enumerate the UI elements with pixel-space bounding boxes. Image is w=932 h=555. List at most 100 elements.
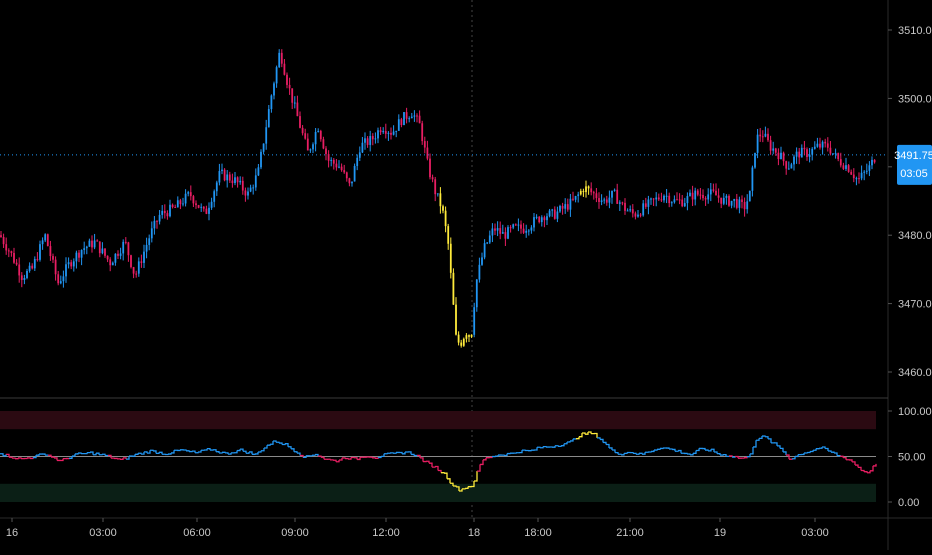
oscillator-segment [432, 467, 435, 468]
candle-body [468, 335, 470, 337]
candle-body [161, 211, 163, 215]
candle-body [661, 199, 663, 200]
candle-body [390, 133, 392, 135]
candle-body [403, 112, 405, 125]
oscillator-segment [15, 458, 18, 459]
candle-body [653, 199, 655, 200]
candle-body [367, 138, 369, 145]
oscillator-segment [384, 453, 387, 454]
candle-body [395, 131, 397, 132]
candle-body [861, 173, 863, 179]
candle-body [172, 205, 174, 207]
candle-body [692, 193, 694, 200]
candle-body [180, 200, 182, 204]
oscillator-segment [99, 454, 102, 455]
candle-body [822, 142, 824, 148]
candle-body [8, 250, 10, 251]
candle-body [809, 155, 811, 157]
candle-body [375, 138, 377, 139]
candle-body [476, 280, 478, 308]
candle-body [26, 271, 28, 278]
candle-body [471, 335, 473, 337]
candle-body [442, 206, 444, 210]
candle-body [0, 235, 2, 237]
candle-body [250, 188, 252, 192]
time-tick-label: 06:00 [183, 527, 211, 539]
candle-body [323, 139, 325, 148]
price-tick-label: 3510.00 [898, 25, 932, 37]
candle-body [536, 217, 538, 218]
candle-body [554, 210, 556, 219]
candle-body [258, 167, 260, 175]
candle-body [538, 217, 540, 222]
candle-body [328, 154, 330, 161]
candle-body [50, 246, 52, 256]
candle-body [128, 242, 130, 255]
candle-body [190, 192, 192, 196]
candle-body [78, 253, 80, 258]
candle-body [739, 199, 741, 207]
candle-body [715, 191, 717, 196]
candle-body [494, 228, 496, 230]
candle-body [245, 190, 247, 195]
candle-body [814, 147, 816, 149]
candle-body [830, 148, 832, 154]
candle-body [135, 274, 137, 275]
candle-body [754, 153, 756, 168]
candle-body [762, 136, 764, 137]
candle-body [775, 148, 777, 152]
candle-body [637, 215, 639, 217]
oscillator-segment [441, 473, 444, 474]
oscillator-segment [12, 458, 15, 459]
candle-body [65, 264, 67, 276]
oscillator-tick-label: 100.00 [898, 406, 932, 418]
candle-body [385, 131, 387, 134]
candle-body [109, 259, 111, 265]
candle-body [356, 158, 358, 166]
candle-body [577, 194, 579, 196]
candle-body [16, 263, 18, 265]
oscillator-segment [342, 458, 345, 459]
candle-body [837, 153, 839, 159]
candle-body [840, 159, 842, 165]
candle-body [622, 202, 624, 203]
candle-body [297, 103, 299, 117]
candle-body [286, 75, 288, 85]
candle-body [421, 123, 423, 141]
candle-body [447, 226, 449, 244]
candle-body [47, 234, 49, 246]
candle-body [369, 136, 371, 145]
candle-body [398, 119, 400, 131]
candle-body [224, 170, 226, 181]
candle-body [21, 275, 23, 280]
candle-body [276, 67, 278, 83]
candle-body [570, 199, 572, 210]
candle-body [658, 198, 660, 200]
candle-body [99, 241, 101, 253]
candle-body [141, 261, 143, 262]
last-price-tag: 3491.75 03:05 [894, 145, 932, 185]
time-tick-label: 09:00 [281, 527, 309, 539]
candle-body [29, 266, 31, 271]
oscillator-segment [24, 458, 27, 459]
candle-body [718, 195, 720, 197]
candle-body [848, 165, 850, 172]
candle-body [707, 194, 709, 199]
candle-body [512, 224, 514, 227]
candle-body [843, 165, 845, 169]
candle-body [531, 227, 533, 230]
candle-body [518, 225, 520, 226]
candle-body [705, 198, 707, 199]
candle-body [133, 267, 135, 273]
oscillator-segment [219, 452, 222, 453]
candle-body [380, 130, 382, 132]
candle-body [619, 202, 621, 203]
time-tick-label: 18 [468, 527, 480, 539]
candle-body [817, 144, 819, 147]
candle-body [440, 193, 442, 206]
candle-body [419, 116, 421, 124]
oscillator-segment [555, 446, 558, 447]
candle-body [549, 211, 551, 217]
